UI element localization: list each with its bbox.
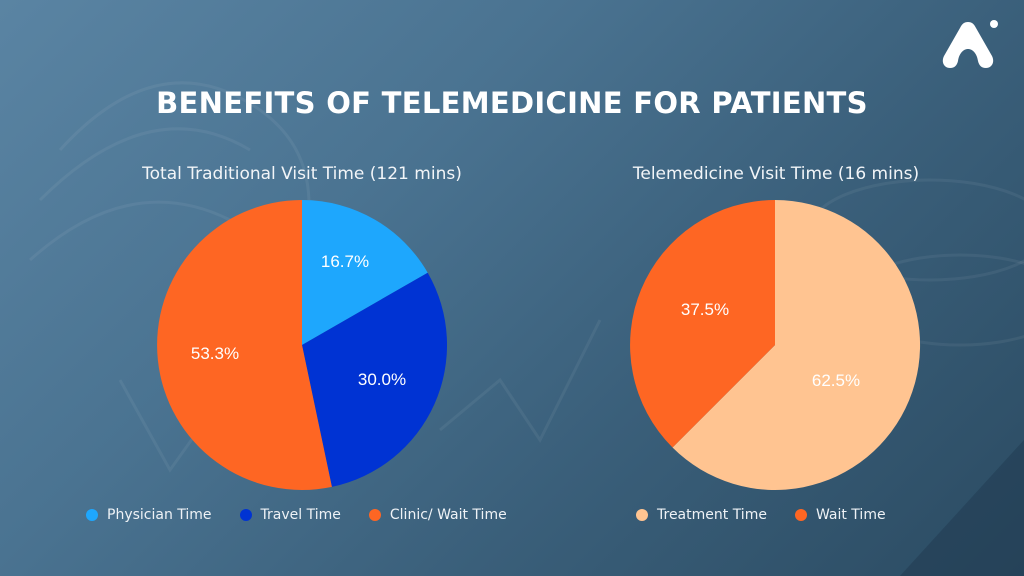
legend-item-treatment-time[interactable]: Treatment Time [636,507,767,523]
slice-clinic-wait-time[interactable] [157,200,332,490]
pie-chart-telemedicine: 62.5% 37.5% [630,199,921,490]
chart-title-traditional: Total Traditional Visit Time (121 mins) [142,164,462,184]
legend-dot-icon [794,509,807,521]
legend-label: Physician Time [107,507,212,523]
slice-label-clinic-wait: 53.3% [191,344,239,363]
legend-traditional: Physician Time Travel Time Clinic/ Wait … [86,507,535,523]
slice-physician-time[interactable] [302,200,428,345]
legend-label: Travel Time [260,507,341,523]
page-title: BENEFITS OF TELEMEDICINE FOR PATIENTS [156,86,868,120]
legend-label: Wait Time [815,507,886,523]
legend-item-physician-time[interactable]: Physician Time [86,507,212,523]
legend-dot-icon [368,509,381,521]
legend-item-wait-time[interactable]: Wait Time [794,507,886,523]
slice-label-travel: 30.0% [358,370,406,389]
slice-travel-time[interactable] [302,272,448,487]
legend-item-clinic-wait-time[interactable]: Clinic/ Wait Time [368,507,507,523]
pie-chart-traditional: 16.7% 30.0% 53.3% [157,200,448,490]
legend-item-travel-time[interactable]: Travel Time [239,507,341,523]
legend-dot-icon [239,509,252,521]
legend-label: Treatment Time [657,507,767,523]
slice-label-wait: 37.5% [681,300,729,319]
brand-logo-icon [942,20,998,68]
legend-dot-icon [636,509,648,521]
chart-title-telemedicine: Telemedicine Visit Time (16 mins) [632,164,920,184]
legend-dot-icon [86,509,98,521]
slice-label-treatment: 62.5% [812,371,860,390]
slice-label-physician: 16.7% [321,252,369,271]
legend-label: Clinic/ Wait Time [389,507,507,523]
legend-telemedicine: Treatment Time Wait Time [636,507,914,523]
slice-wait-time[interactable] [630,200,775,448]
slice-treatment-time[interactable] [672,199,921,490]
